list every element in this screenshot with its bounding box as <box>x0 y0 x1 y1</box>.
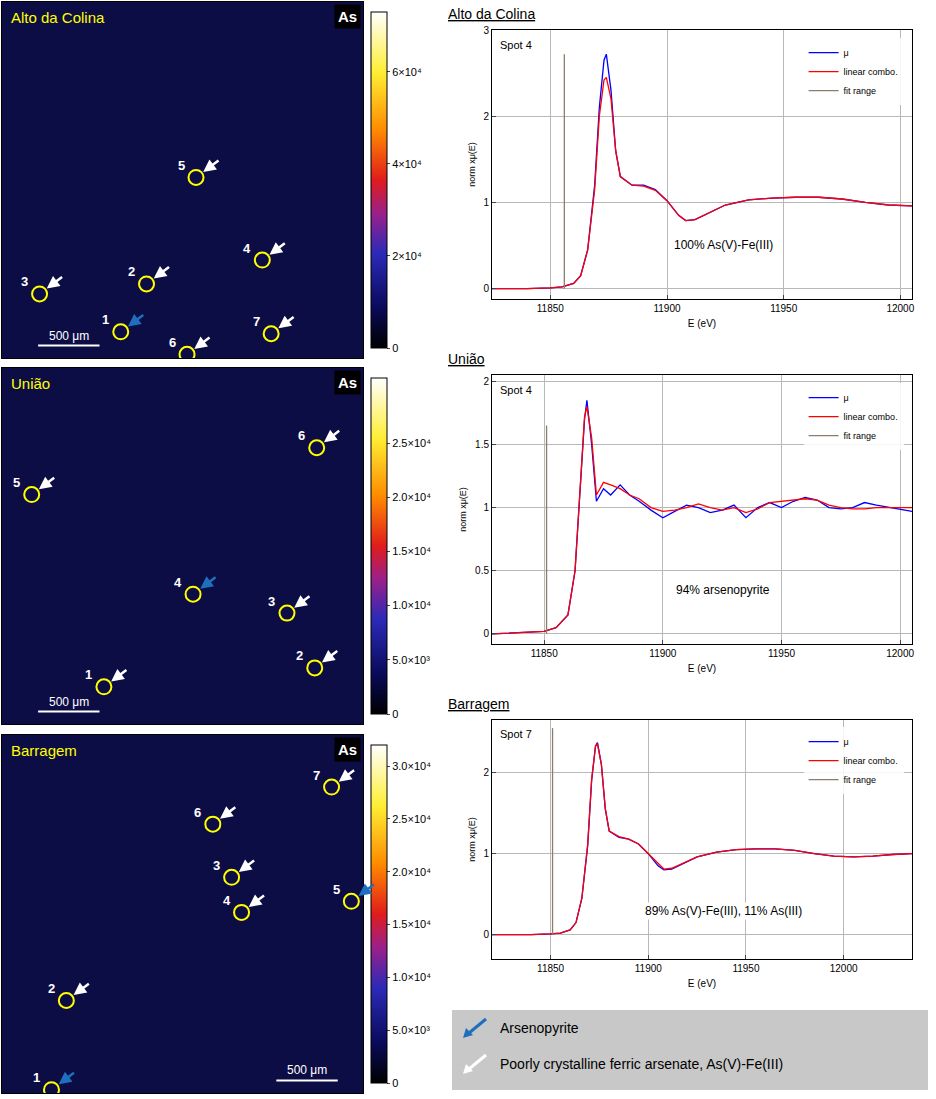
svg-text:Alto da Colina: Alto da Colina <box>448 6 535 22</box>
svg-text:μ: μ <box>844 737 849 747</box>
svg-text:11950: 11950 <box>770 303 798 314</box>
svg-text:μ: μ <box>844 393 849 403</box>
svg-text:linear combo.: linear combo. <box>844 756 898 766</box>
svg-text:2.5×10⁴: 2.5×10⁴ <box>392 813 431 825</box>
svg-text:0: 0 <box>483 283 489 294</box>
svg-text:2: 2 <box>483 111 489 122</box>
svg-text:norm xμ(E): norm xμ(E) <box>458 487 468 532</box>
svg-text:5.0×10³: 5.0×10³ <box>392 1024 430 1036</box>
svg-text:12000: 12000 <box>886 303 914 314</box>
svg-text:5: 5 <box>333 882 340 897</box>
svg-text:500 μm: 500 μm <box>49 695 89 709</box>
svg-text:2: 2 <box>483 376 489 387</box>
svg-text:Spot 4: Spot 4 <box>500 39 532 51</box>
svg-text:fit range: fit range <box>844 86 877 96</box>
svg-text:E (eV): E (eV) <box>688 663 716 674</box>
svg-text:3: 3 <box>213 858 220 873</box>
svg-text:1: 1 <box>102 312 109 327</box>
svg-text:3: 3 <box>483 25 489 36</box>
svg-text:1: 1 <box>33 1070 40 1085</box>
svg-text:4×10⁴: 4×10⁴ <box>392 158 422 170</box>
svg-text:500 μm: 500 μm <box>287 1063 327 1077</box>
svg-text:0: 0 <box>392 1077 398 1089</box>
svg-text:fit range: fit range <box>844 775 877 785</box>
svg-text:0: 0 <box>483 929 489 940</box>
svg-text:norm xμ(E): norm xμ(E) <box>467 142 477 187</box>
svg-text:1.0×10⁴: 1.0×10⁴ <box>392 599 431 611</box>
svg-text:μ: μ <box>844 48 849 58</box>
svg-text:Barragem: Barragem <box>448 696 509 712</box>
svg-text:1.5×10⁴: 1.5×10⁴ <box>392 545 431 557</box>
svg-text:E (eV): E (eV) <box>688 978 716 989</box>
svg-text:2×10⁴: 2×10⁴ <box>392 250 422 262</box>
svg-text:linear combo.: linear combo. <box>844 412 898 422</box>
svg-text:0: 0 <box>392 342 398 354</box>
svg-text:2.0×10⁴: 2.0×10⁴ <box>392 491 431 503</box>
svg-text:6×10⁴: 6×10⁴ <box>392 66 422 78</box>
svg-text:5: 5 <box>13 475 20 490</box>
svg-text:As: As <box>338 8 357 25</box>
svg-text:Barragem: Barragem <box>11 742 77 759</box>
svg-text:4: 4 <box>174 575 182 590</box>
svg-text:11950: 11950 <box>768 648 796 659</box>
svg-text:11900: 11900 <box>635 963 663 974</box>
svg-text:2.5×10⁴: 2.5×10⁴ <box>392 437 431 449</box>
html-text:Arsenopyrite: Arsenopyrite <box>500 1020 579 1036</box>
svg-text:E (eV): E (eV) <box>688 318 716 329</box>
svg-text:norm xμ(E): norm xμ(E) <box>467 817 477 862</box>
svg-text:6: 6 <box>298 428 305 443</box>
svg-text:11900: 11900 <box>653 303 681 314</box>
svg-text:500 μm: 500 μm <box>49 329 89 343</box>
svg-text:1: 1 <box>483 197 489 208</box>
svg-text:89% As(V)-Fe(III), 11% As(III): 89% As(V)-Fe(III), 11% As(III) <box>645 904 802 918</box>
svg-text:União: União <box>448 351 485 367</box>
svg-text:Spot 4: Spot 4 <box>500 384 532 396</box>
svg-text:3.0×10⁴: 3.0×10⁴ <box>392 760 431 772</box>
svg-text:5: 5 <box>178 158 185 173</box>
svg-text:1.5: 1.5 <box>475 439 489 450</box>
svg-text:12000: 12000 <box>830 963 858 974</box>
svg-text:1.5×10⁴: 1.5×10⁴ <box>392 918 431 930</box>
svg-text:1: 1 <box>483 848 489 859</box>
svg-text:11950: 11950 <box>732 963 760 974</box>
svg-text:2: 2 <box>483 767 489 778</box>
svg-text:6: 6 <box>194 805 201 820</box>
svg-text:2: 2 <box>296 648 303 663</box>
svg-text:6: 6 <box>169 335 176 350</box>
svg-text:2: 2 <box>128 264 135 279</box>
svg-text:3: 3 <box>21 274 28 289</box>
svg-text:11900: 11900 <box>649 648 677 659</box>
svg-text:linear combo.: linear combo. <box>844 67 898 77</box>
svg-text:100% As(V)-Fe(III): 100% As(V)-Fe(III) <box>674 238 773 252</box>
svg-text:94% arsenopyrite: 94% arsenopyrite <box>676 583 770 597</box>
svg-text:11850: 11850 <box>537 303 565 314</box>
svg-text:As: As <box>338 374 357 391</box>
svg-text:11850: 11850 <box>537 963 565 974</box>
svg-text:4: 4 <box>243 241 251 256</box>
svg-text:Alto da Colina: Alto da Colina <box>11 9 105 26</box>
svg-text:12000: 12000 <box>886 648 914 659</box>
svg-text:7: 7 <box>253 314 260 329</box>
svg-text:fit range: fit range <box>844 431 877 441</box>
svg-text:3: 3 <box>268 594 275 609</box>
svg-text:5.0×10³: 5.0×10³ <box>392 654 430 666</box>
svg-text:7: 7 <box>313 768 320 783</box>
svg-text:4: 4 <box>223 893 231 908</box>
html-text:Poorly crystalline ferric arse: Poorly crystalline ferric arsenate, As(V… <box>500 1056 784 1072</box>
svg-text:2.0×10⁴: 2.0×10⁴ <box>392 866 431 878</box>
svg-text:1.0×10⁴: 1.0×10⁴ <box>392 971 431 983</box>
svg-text:1: 1 <box>85 667 92 682</box>
svg-text:0: 0 <box>483 628 489 639</box>
svg-text:As: As <box>338 741 357 758</box>
svg-text:União: União <box>11 375 50 392</box>
svg-text:1: 1 <box>483 502 489 513</box>
svg-text:0.5: 0.5 <box>475 565 489 576</box>
svg-text:2: 2 <box>48 981 55 996</box>
svg-text:11850: 11850 <box>531 648 559 659</box>
svg-text:0: 0 <box>392 708 398 720</box>
svg-text:Spot 7: Spot 7 <box>500 728 532 740</box>
